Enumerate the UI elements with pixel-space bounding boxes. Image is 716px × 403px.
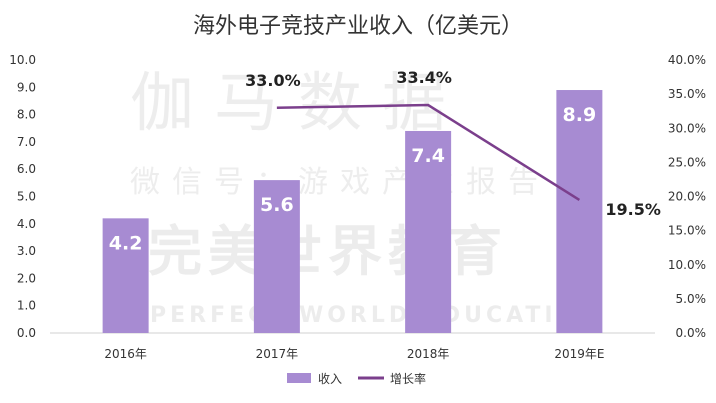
bar-revenue [102, 218, 149, 333]
left-axis-tick-label: 8.0 [17, 108, 36, 122]
growth-rate-line [276, 103, 581, 201]
right-axis-tick-label: 0.0% [676, 326, 707, 340]
bar-revenue [405, 130, 452, 333]
bar-series: 4.2 5.6 7.4 8.9 [102, 90, 603, 333]
left-axis-tick-label: 10.0 [9, 53, 36, 67]
left-axis-tick-label: 3.0 [17, 244, 36, 258]
growth-rate-series: 33.0% 33.4% 19.5% [245, 68, 661, 219]
watermark-line-1: 伽马数据 [130, 67, 466, 141]
bar-revenue [253, 180, 300, 333]
bar-data-label: 4.2 [109, 232, 143, 254]
bar-revenue [556, 90, 603, 333]
legend-label-growth: 增长率 [390, 371, 426, 386]
watermark-line-2: 微信号：游戏产业报告 [130, 165, 550, 200]
bar-data-label: 5.6 [260, 194, 294, 216]
chart-title: 海外电子竞技产业收入（亿美元） [193, 14, 523, 39]
right-axis-tick-label: 10.0% [668, 258, 706, 272]
watermark-line-4: PERFECT WORLD EDUCATION [150, 303, 602, 328]
right-axis-tick-label: 15.0% [668, 224, 706, 238]
growth-rate-data-label: 33.4% [396, 68, 452, 87]
left-axis-tick-label: 2.0 [17, 271, 36, 285]
x-axis-tick-label: 2018年 [407, 347, 450, 361]
legend: 收入 增长率 [287, 371, 426, 386]
right-axis-tick-label: 20.0% [668, 190, 706, 204]
left-y-axis: 0.0 1.0 2.0 3.0 4.0 5.0 6.0 7.0 8.0 9.0 10.0 [9, 53, 36, 340]
legend-label-revenue: 收入 [318, 372, 342, 386]
left-axis-tick-label: 5.0 [17, 190, 36, 204]
right-axis-tick-label: 40.0% [668, 53, 706, 67]
left-axis-tick-label: 9.0 [17, 80, 36, 94]
left-axis-tick-label: 7.0 [17, 135, 36, 149]
x-axis-tick-label: 2016年 [104, 347, 147, 361]
watermark-line-3: 完美世界教育 [148, 220, 508, 283]
left-axis-tick-label: 0.0 [17, 326, 36, 340]
left-axis-tick-label: 1.0 [17, 299, 36, 313]
right-axis-tick-label: 35.0% [668, 87, 706, 101]
bar-data-label: 8.9 [563, 104, 597, 126]
right-axis-tick-label: 5.0% [676, 292, 707, 306]
left-axis-tick-label: 4.0 [17, 217, 36, 231]
right-axis-tick-label: 30.0% [668, 121, 706, 135]
right-axis-tick-label: 25.0% [668, 155, 706, 169]
right-y-axis: 0.0% 5.0% 10.0% 15.0% 20.0% 25.0% 30.0% 35.0% 40… [668, 53, 706, 340]
left-axis-tick-label: 6.0 [17, 162, 36, 176]
bar-data-label: 7.4 [411, 145, 445, 167]
x-axis-tick-label: 2017年 [256, 347, 299, 361]
growth-rate-data-label: 33.0% [245, 71, 301, 90]
legend-swatch-revenue [287, 373, 311, 383]
growth-rate-data-label: 19.5% [605, 200, 661, 219]
x-axis-tick-label: 2019年E [554, 347, 604, 361]
x-axis-ticks: 2016年 2017年 2018年 2019年E [104, 347, 604, 361]
